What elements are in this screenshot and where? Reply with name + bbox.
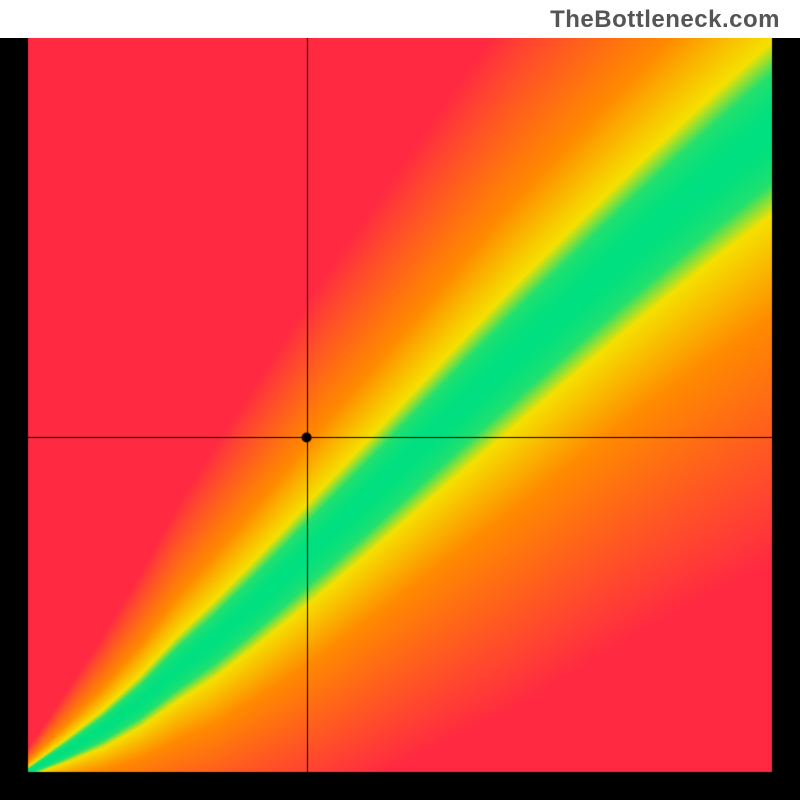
watermark-text: TheBottleneck.com: [550, 6, 780, 34]
heatmap-canvas: [0, 38, 800, 800]
bottleneck-heatmap: [0, 38, 800, 800]
